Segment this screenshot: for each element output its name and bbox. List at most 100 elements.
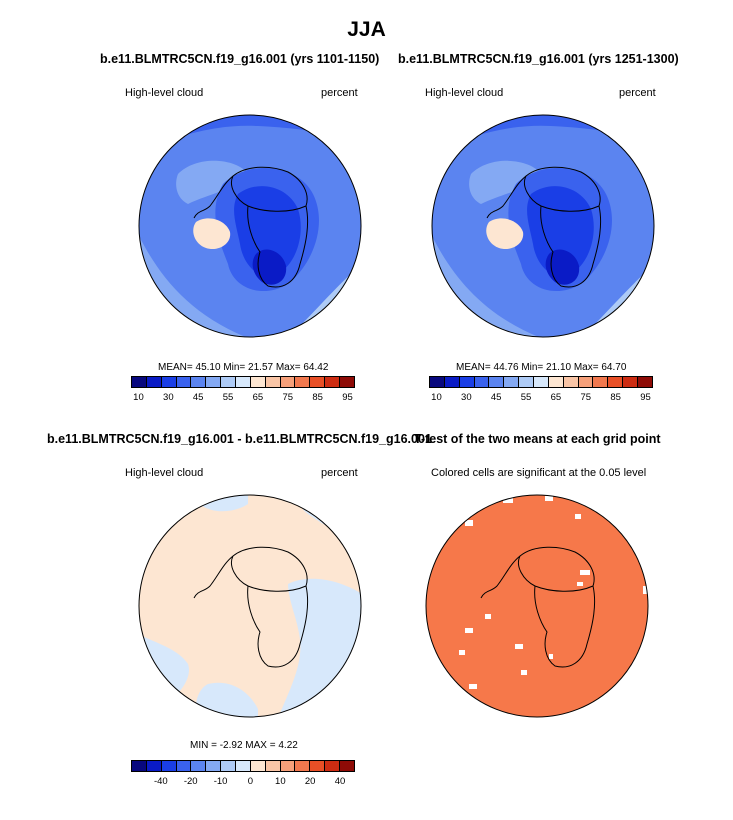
- panel3-units-label: percent: [321, 467, 358, 479]
- west-patch: [176, 160, 248, 204]
- colorbar-box: [325, 377, 341, 387]
- colorbar-box: [474, 377, 490, 387]
- colorbar-box: [340, 377, 354, 387]
- panel4-title: T-test of the two means at each grid poi…: [414, 432, 661, 446]
- colorbar-tick-label: 20: [304, 776, 316, 787]
- colorbar-box: [265, 761, 281, 771]
- colorbar-box: [161, 761, 177, 771]
- colorbar-box: [638, 377, 652, 387]
- colorbar-tick-label: 0: [247, 776, 254, 787]
- colorbar-box: [519, 377, 535, 387]
- colorbar-box: [206, 377, 222, 387]
- coastline-east: [534, 585, 596, 668]
- colorbar-tick-label: 65: [252, 392, 264, 403]
- colorbar-box: [325, 761, 341, 771]
- colorbar-tick-label: 30: [163, 392, 174, 403]
- colorbar-tick-label: 10: [133, 392, 144, 403]
- colorbar-tick-label: -20: [183, 776, 198, 787]
- peninsula: [480, 555, 521, 599]
- colorbar-box: [534, 377, 549, 387]
- colorbar-box: [236, 761, 251, 771]
- colorbar-tick-label: -10: [213, 776, 228, 787]
- colorbar-tick-label: 75: [580, 392, 592, 403]
- colorbar-box: [236, 377, 251, 387]
- panel2-variable-label: High-level cloud: [425, 87, 504, 99]
- colorbar-tick-label: 95: [342, 392, 353, 403]
- colorbar-box: [191, 761, 207, 771]
- colorbar-box: [280, 377, 296, 387]
- colorbar-tick-label: 95: [640, 392, 651, 403]
- deep-core: [545, 249, 580, 285]
- colorbar-box: [444, 377, 460, 387]
- colorbar-tick-label: 45: [192, 392, 204, 403]
- significant-field: [426, 495, 648, 717]
- colorbar-box: [489, 377, 505, 387]
- colorbar-box: [295, 761, 311, 771]
- panel4-subtitle: Colored cells are significant at the 0.0…: [431, 467, 647, 479]
- colorbar-box: [578, 377, 594, 387]
- colorbar-tick-label: 55: [520, 392, 532, 403]
- panel4-ttest-map: [425, 494, 649, 718]
- west-patch: [469, 160, 541, 204]
- colorbar-box: [430, 377, 445, 387]
- colorbar-box: [132, 377, 147, 387]
- colorbar-box: [459, 377, 475, 387]
- panel3-title: b.e11.BLMTRC5CN.f19_g16.001 - b.e11.BLMT…: [47, 432, 432, 446]
- colorbar-box: [295, 377, 311, 387]
- colorbar-tick-label: 10: [275, 776, 286, 787]
- colorbar-box: [146, 377, 162, 387]
- peninsula: [193, 555, 234, 599]
- panel2-colorbar: [429, 376, 653, 388]
- colorbar-box: [132, 761, 147, 771]
- colorbar-box: [221, 377, 237, 387]
- figure-title: JJA: [347, 18, 386, 41]
- colorbar-box: [548, 377, 564, 387]
- insignificant-cells: [459, 496, 648, 689]
- colorbar-tick-label: 30: [461, 392, 472, 403]
- colorbar-tick-label: 85: [610, 392, 621, 403]
- panel3-difference-map: [138, 494, 362, 718]
- peach-patch: [486, 218, 524, 250]
- peninsula: [486, 175, 527, 219]
- colorbar-box: [593, 377, 609, 387]
- panel1-stats: MEAN= 45.10 Min= 21.57 Max= 64.42: [158, 362, 329, 373]
- panel2-title: b.e11.BLMTRC5CN.f19_g16.001 (yrs 1251-13…: [398, 52, 679, 66]
- colorbar-box: [161, 377, 177, 387]
- colorbar-box: [310, 761, 326, 771]
- colorbar-tick-label: 85: [312, 392, 323, 403]
- coastline-east: [247, 205, 309, 288]
- panel2-units-label: percent: [619, 87, 656, 99]
- colorbar-box: [504, 377, 520, 387]
- colorbar-box: [563, 377, 579, 387]
- colorbar-box: [265, 377, 281, 387]
- panel2-stats: MEAN= 44.76 Min= 21.10 Max= 64.70: [456, 362, 627, 373]
- panel1-units-label: percent: [321, 87, 358, 99]
- interior-field: [234, 186, 301, 276]
- colorbar-tick-label: 65: [550, 392, 562, 403]
- colorbar-box: [221, 761, 237, 771]
- deep-core: [252, 249, 287, 285]
- panel2-polar-map: [431, 114, 655, 338]
- colorbar-tick-label: 55: [222, 392, 234, 403]
- panel1-variable-label: High-level cloud: [125, 87, 204, 99]
- colorbar-tick-label: 75: [282, 392, 294, 403]
- panel3-variable-label: High-level cloud: [125, 467, 204, 479]
- coastline-east: [247, 585, 309, 668]
- colorbar-box: [280, 761, 296, 771]
- colorbar-box: [608, 377, 624, 387]
- colorbar-box: [250, 377, 266, 387]
- panel3-stats: MIN = -2.92 MAX = 4.22: [190, 740, 298, 751]
- colorbar-box: [146, 761, 162, 771]
- panel1-polar-map: [138, 114, 362, 338]
- coastline-east: [540, 205, 602, 288]
- colorbar-box: [340, 761, 354, 771]
- panel1-colorbar: [131, 376, 355, 388]
- colorbar-tick-label: 10: [431, 392, 442, 403]
- colorbar-box: [623, 377, 639, 387]
- colorbar-tick-label: 45: [490, 392, 502, 403]
- colorbar-tick-label: 40: [334, 776, 346, 787]
- colorbar-box: [176, 761, 192, 771]
- colorbar-box: [310, 377, 326, 387]
- peninsula: [193, 175, 234, 219]
- colorbar-box: [250, 761, 266, 771]
